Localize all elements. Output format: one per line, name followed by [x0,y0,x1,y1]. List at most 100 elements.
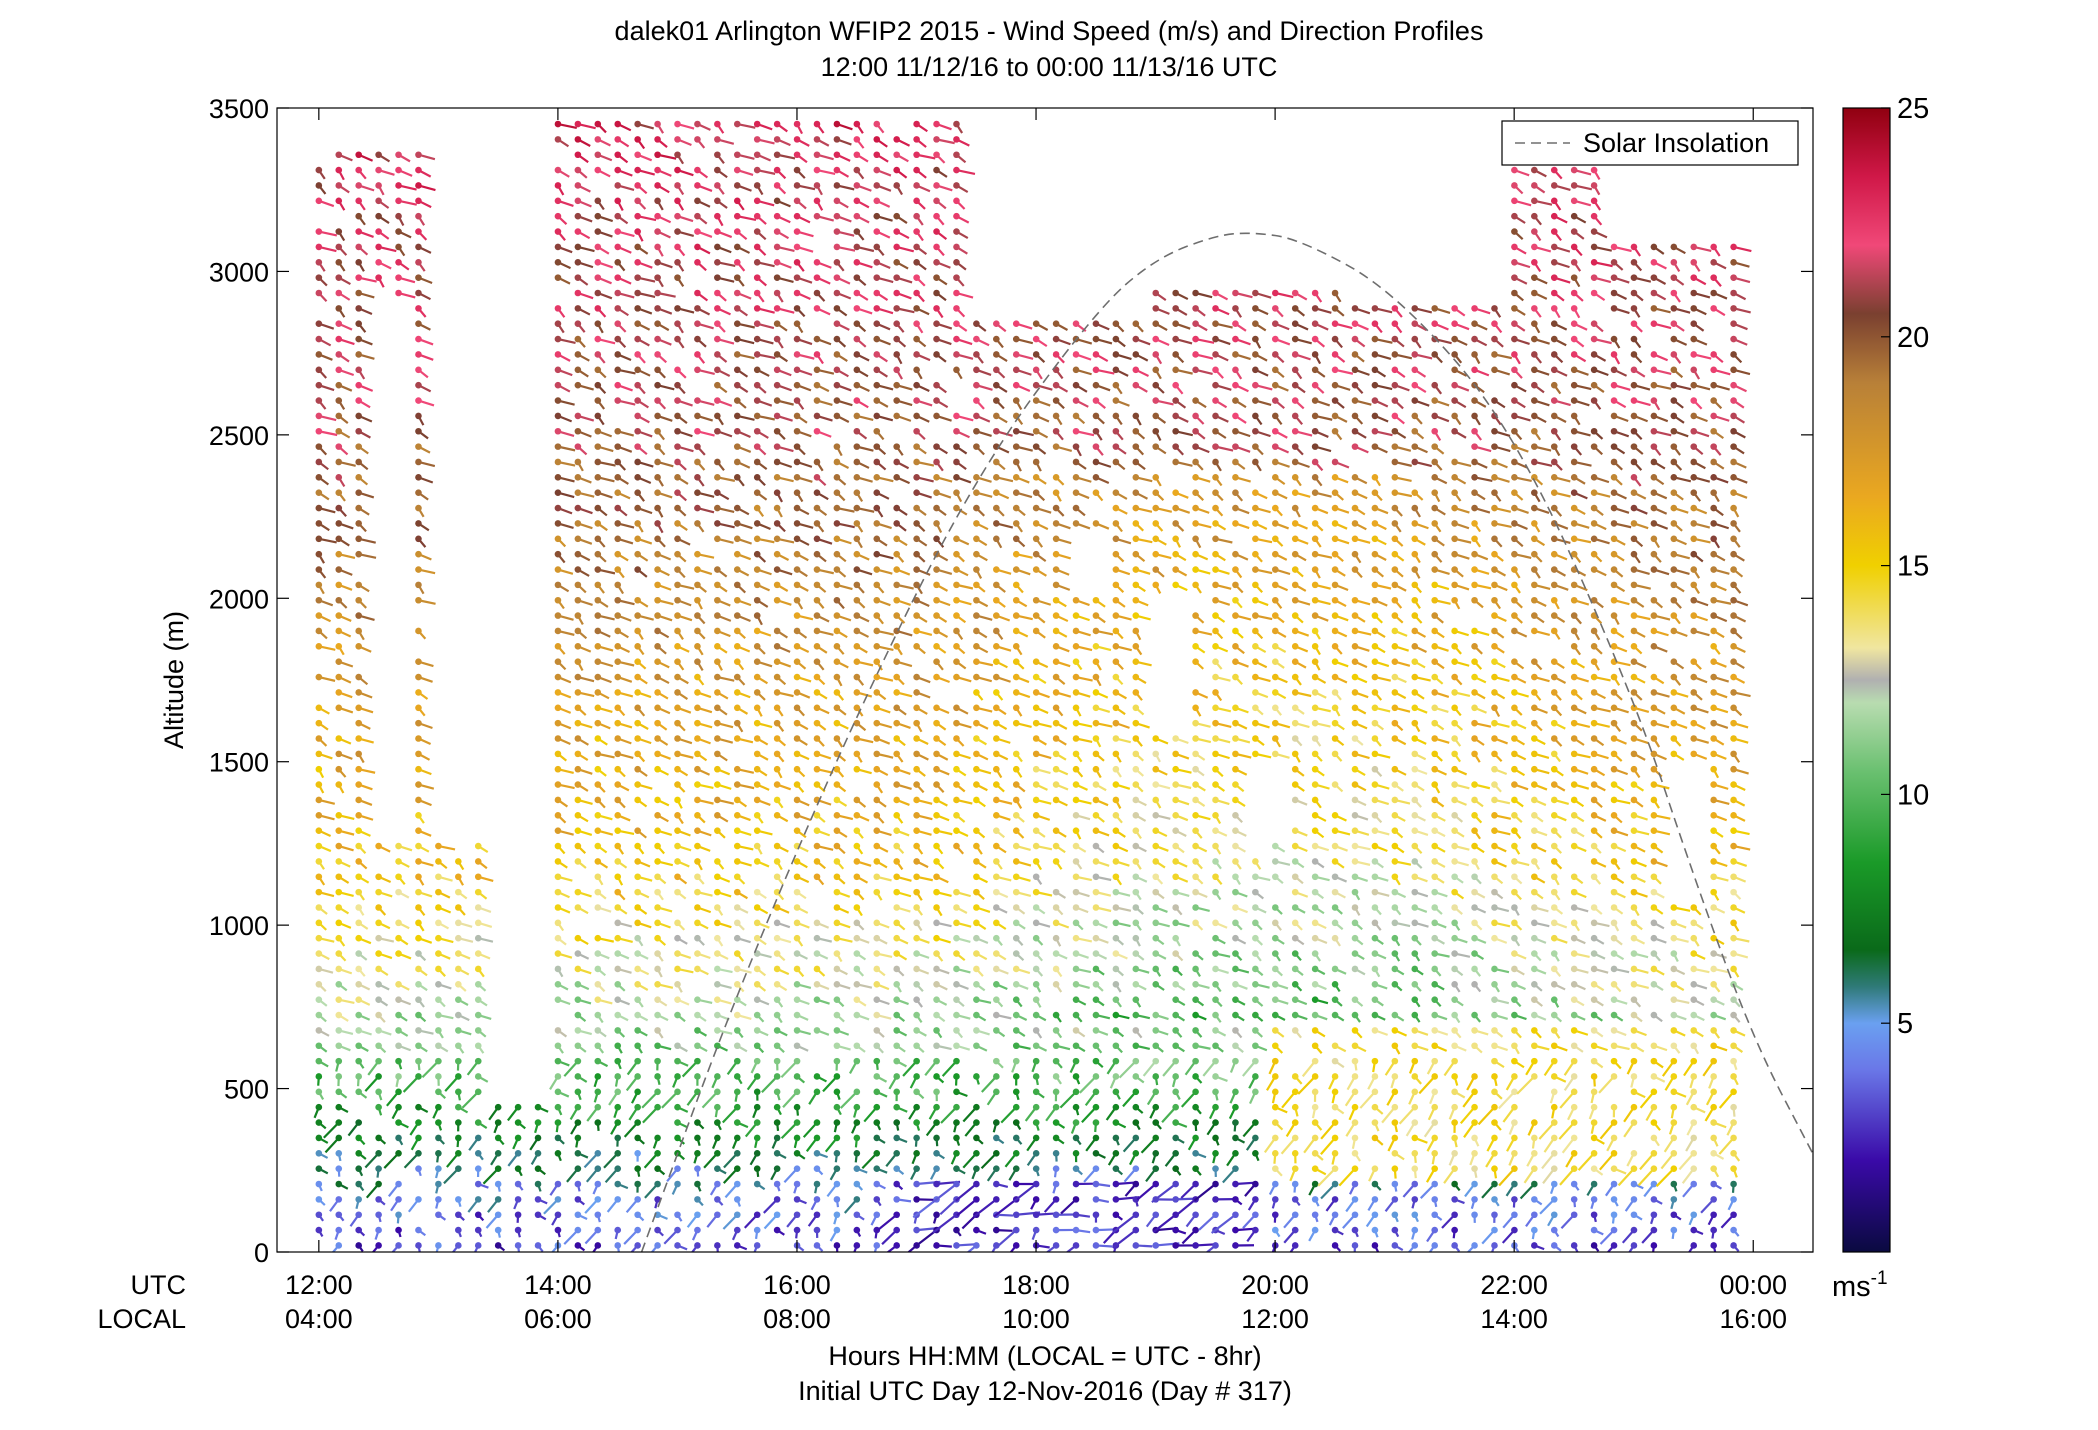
wind-barb-point [694,781,701,788]
wind-barb-point [654,489,661,496]
wind-barb-point [734,459,741,466]
wind-barb-point [774,259,781,266]
wind-barb-point [834,812,841,819]
wind-barb-point [973,843,980,850]
wind-barb-point [1093,781,1100,788]
wind-barb-point [913,843,920,850]
wind-barb-point [714,1181,721,1188]
wind-barb-point [1133,781,1140,788]
wind-barb-point [555,658,562,665]
wind-barb-point [714,812,721,819]
wind-barb-point [913,151,920,158]
wind-barb-point [754,1227,761,1234]
wind-barb-point [973,751,980,758]
wind-barb-point [335,351,342,358]
wind-barb-point [1093,489,1100,496]
wind-barb-point [555,1135,562,1142]
wind-barb-point [355,1150,362,1157]
wind-barb-point [774,1196,781,1203]
wind-barb-point [1053,935,1060,942]
wind-barb-point [595,658,602,665]
wind-barb-point [654,873,661,880]
wind-barb-point [415,797,422,804]
wind-barb-point [634,459,641,466]
wind-barb-point [854,397,861,404]
wind-barb-point [475,873,482,880]
wind-barb-point [1033,689,1040,696]
wind-barb-point [953,843,960,850]
wind-barb-point [774,1165,781,1172]
wind-barb-point [754,827,761,834]
wind-barb-point [535,1211,542,1218]
wind-barb-point [495,1104,502,1111]
wind-barb-point [375,213,382,220]
wind-barb-point [754,766,761,773]
wind-barb-point [575,1073,582,1080]
wind-barb-point [316,1181,323,1188]
wind-barb-point [475,1058,482,1065]
wind-barb-point [595,535,602,542]
wind-barb-point [435,996,442,1003]
wind-barb-point [355,551,362,558]
wind-barb-point [634,1012,641,1019]
wind-barb-point [774,1135,781,1142]
wind-barb-point [873,1196,880,1203]
wind-barb-point [714,367,721,374]
wind-barb-point [873,382,880,389]
wind-barb-point [854,1058,861,1065]
wind-barb-point [654,1165,661,1172]
wind-barb-point [1013,1073,1020,1080]
wind-barb-point [1133,382,1140,389]
wind-barb-point [794,1165,801,1172]
wind-barb-point [1053,1165,1060,1172]
wind-barb-point [854,151,861,158]
wind-barb-point [714,228,721,235]
wind-barb-point [335,520,342,527]
wind-barb-point [335,781,342,788]
wind-barb-point [834,1058,841,1065]
wind-barb-point [1093,1089,1100,1096]
wind-barb-point [794,290,801,297]
wind-barb-point [595,1089,602,1096]
wind-barb-point [814,658,821,665]
wind-barb-point [834,1027,841,1034]
wind-barb-point [714,259,721,266]
wind-barb-point [933,873,940,880]
wind-barb-point [953,535,960,542]
wind-barb-point [614,1135,621,1142]
wind-barb-point [1073,704,1080,711]
wind-barb-point [1013,320,1020,327]
wind-barb-point [933,489,940,496]
wind-barb-point [1113,582,1120,589]
wind-barb-point [854,459,861,466]
wind-barb-point [395,996,402,1003]
wind-barb-point [335,812,342,819]
wind-barb-point [674,597,681,604]
wind-barb-point [953,612,960,619]
wind-barb-point [834,1135,841,1142]
wind-barb-point [714,858,721,865]
wind-barb-point [634,489,641,496]
wind-barb-point [674,1042,681,1049]
wind-barb-point [694,1012,701,1019]
wind-barb-point [415,1165,422,1172]
wind-barb-point [555,459,562,466]
wind-barb-point [1113,812,1120,819]
wind-barb-point [893,904,900,911]
wind-barb-point [435,1211,442,1218]
wind-barb-point [1073,597,1080,604]
wind-barb-point [734,689,741,696]
wind-barb-point [1113,505,1120,512]
wind-barb-point [873,397,880,404]
wind-barb-point [873,797,880,804]
wind-barb-point [355,643,362,650]
wind-barb-point [1093,1073,1100,1080]
wind-barb-point [834,935,841,942]
wind-barb-point [435,1150,442,1157]
wind-barb-point [555,535,562,542]
wind-barb-point [794,136,801,143]
wind-barb-point [375,1181,382,1188]
wind-barb-point [873,351,880,358]
wind-barb-point [415,873,422,880]
wind-barb-point [595,213,602,220]
